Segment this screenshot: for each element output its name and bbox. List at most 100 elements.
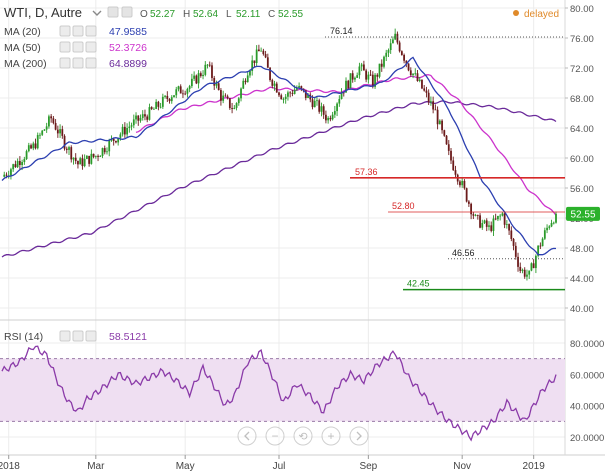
reset-zoom-button[interactable]: ⟲: [293, 426, 313, 446]
candle-body: [423, 88, 426, 91]
ohlc-close-value: 52.55: [278, 9, 303, 20]
candle-body: [242, 80, 245, 89]
ma50-settings-icon[interactable]: [72, 41, 84, 53]
candle-body: [237, 98, 240, 104]
rsi-settings-icon[interactable]: [72, 330, 84, 342]
candle-body: [121, 126, 124, 135]
candle-body: [318, 100, 321, 112]
candle-body: [132, 119, 135, 126]
candle-body: [476, 215, 479, 216]
candle-body: [380, 63, 383, 67]
candle-body: [548, 226, 551, 228]
ma50-remove-icon[interactable]: [85, 41, 97, 53]
candle-body: [302, 88, 305, 91]
candle-body: [378, 63, 381, 77]
candle-body: [407, 63, 410, 71]
price-tick-label: 80.00: [570, 4, 594, 15]
candle-body: [483, 220, 486, 224]
candle-body: [63, 135, 66, 149]
candle-body: [550, 223, 553, 227]
candle-body: [394, 33, 397, 40]
price-tick-label: 48.00: [570, 244, 594, 255]
scroll-right-button[interactable]: [349, 426, 369, 446]
ma-20-line: [1, 56, 557, 256]
rsi-axis-labels: 20.0000 40.0000 60.0000 80.0000: [570, 339, 604, 444]
candle-body: [403, 54, 405, 61]
rsi-remove-icon[interactable]: [85, 330, 97, 342]
candle-body: [362, 64, 365, 71]
candle-body: [322, 106, 325, 115]
candle-body: [539, 245, 542, 247]
candle-body: [479, 215, 481, 228]
rsi-visibility-icon[interactable]: [59, 330, 71, 342]
candle-body: [25, 151, 28, 160]
candle-body: [278, 92, 280, 96]
candle-body: [85, 155, 88, 159]
candle-body: [3, 174, 6, 177]
candle-body: [298, 86, 301, 88]
candle-body: [447, 144, 450, 151]
candle-body: [115, 140, 117, 143]
level-label-76.14: 76.14: [330, 26, 353, 36]
candle-body: [240, 88, 242, 99]
candle-body: [153, 108, 155, 110]
candle-body: [383, 56, 385, 67]
candle-body: [213, 77, 216, 86]
delayed-dot-icon: [513, 10, 519, 16]
rsi-tick-label: 80.0000: [570, 339, 604, 350]
candle-body: [349, 73, 352, 89]
time-tick-label: 2018: [0, 461, 20, 472]
candle-body: [289, 92, 292, 94]
zoom-out-button[interactable]: −: [265, 426, 285, 446]
candle-body: [512, 238, 515, 246]
candle-body: [211, 65, 213, 78]
time-tick-label: Nov: [453, 461, 471, 472]
level-label-52.80: 52.80: [392, 201, 415, 211]
chevron-right-icon: [356, 431, 362, 441]
candle-body: [94, 155, 97, 157]
rsi-label: RSI (14): [4, 331, 43, 343]
symbol-chevron-icon[interactable]: [92, 10, 102, 16]
time-tick-label: May: [176, 461, 195, 472]
candle-body: [441, 120, 443, 131]
zoom-in-button[interactable]: +: [321, 426, 341, 446]
candle-body: [367, 74, 370, 80]
ma20-visibility-icon[interactable]: [59, 25, 71, 37]
candle-body: [157, 101, 160, 107]
candle-body: [505, 224, 508, 225]
candle-body: [427, 92, 430, 102]
candle-body: [452, 160, 455, 171]
candle-body: [510, 230, 513, 239]
candle-body: [331, 114, 334, 120]
ma20-value: 47.9585: [109, 26, 147, 38]
settings-icon[interactable]: [107, 6, 119, 18]
ma20-remove-icon[interactable]: [85, 25, 97, 37]
candle-body: [552, 222, 555, 224]
candle-body: [255, 49, 258, 63]
price-tick-label: 56.00: [570, 184, 594, 195]
close-icon[interactable]: [121, 6, 133, 18]
ma50-visibility-icon[interactable]: [59, 41, 71, 53]
candle-body: [79, 158, 82, 165]
candle-body: [336, 103, 338, 112]
ma200-remove-icon[interactable]: [85, 57, 97, 69]
candle-body: [526, 274, 528, 277]
candle-body: [32, 143, 35, 149]
ma200-visibility-icon[interactable]: [59, 57, 71, 69]
scroll-left-button[interactable]: [237, 426, 257, 446]
symbol-title: WTI, D, Autre: [4, 5, 82, 20]
candle-body: [161, 96, 164, 107]
price-tick-label: 44.00: [570, 274, 594, 285]
ma20-settings-icon[interactable]: [72, 25, 84, 37]
candle-body: [99, 155, 102, 157]
candle-body: [88, 155, 91, 164]
ma200-value: 64.8899: [109, 58, 147, 70]
candle-body: [425, 90, 428, 93]
candle-body: [226, 96, 229, 99]
candle-body: [376, 74, 379, 77]
candle-body: [97, 155, 99, 157]
candle-body: [430, 101, 432, 103]
ma200-settings-icon[interactable]: [72, 57, 84, 69]
candle-body: [27, 145, 30, 152]
